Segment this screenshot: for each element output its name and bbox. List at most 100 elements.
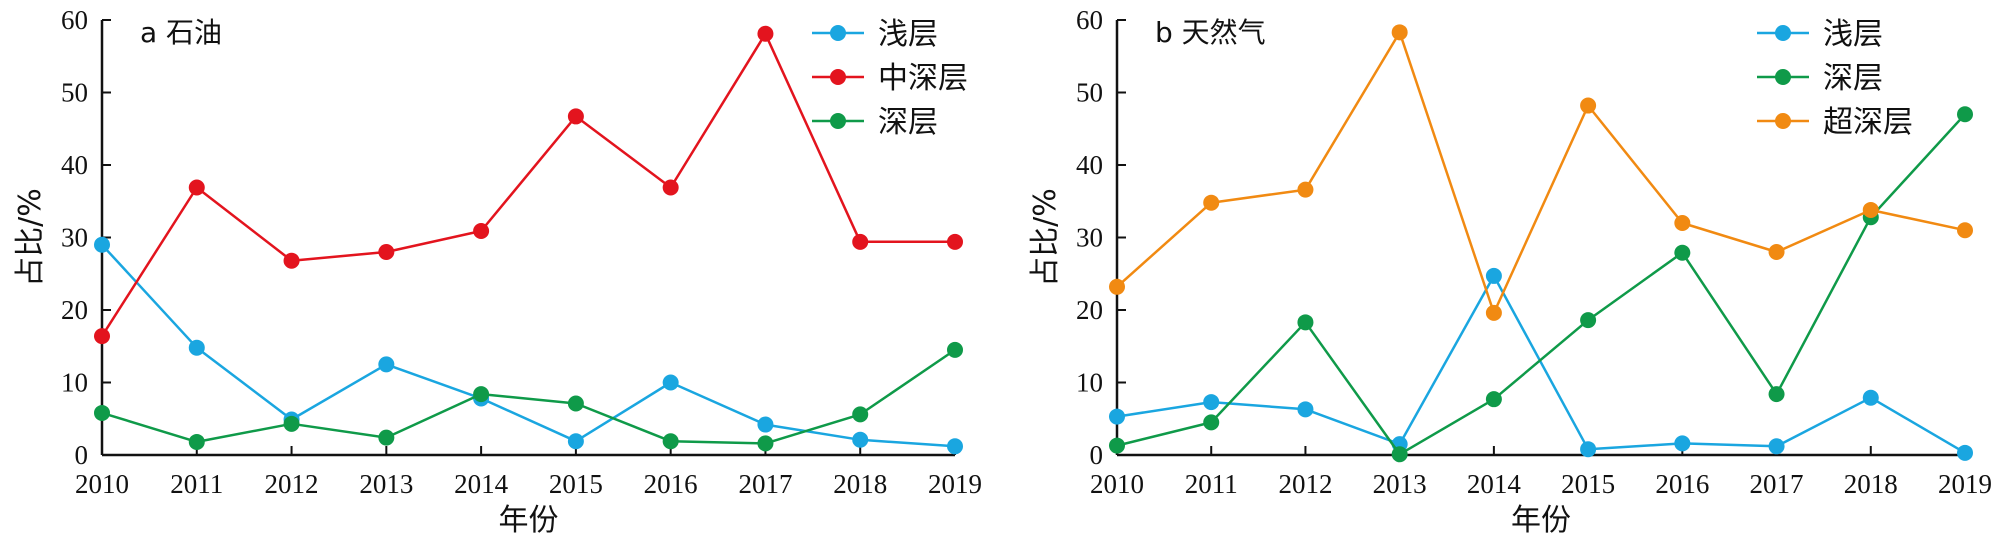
y-tick-label: 60 xyxy=(61,5,88,35)
x-tick-label: 2011 xyxy=(1185,469,1238,499)
data-point xyxy=(1109,437,1125,454)
data-point xyxy=(1674,435,1691,452)
data-point xyxy=(1297,401,1314,418)
data-point xyxy=(1297,314,1314,331)
data-point xyxy=(378,356,395,373)
data-point xyxy=(1203,414,1220,431)
y-tick-label: 30 xyxy=(1076,223,1103,253)
x-tick-label: 2013 xyxy=(1373,469,1427,499)
y-tick-label: 10 xyxy=(1076,368,1103,398)
x-tick-label: 2016 xyxy=(1655,469,1709,499)
data-point xyxy=(1768,386,1785,403)
legend-marker xyxy=(1775,69,1791,85)
legend-marker xyxy=(1775,113,1791,129)
series-line xyxy=(1116,31,1966,315)
y-tick-label: 40 xyxy=(1076,150,1103,180)
series-line xyxy=(101,348,956,445)
data-point xyxy=(852,233,869,250)
y-tick-label: 50 xyxy=(61,78,88,108)
data-point xyxy=(1580,97,1597,114)
y-tick-label: 0 xyxy=(1090,440,1104,470)
data-point xyxy=(1485,267,1502,284)
data-point xyxy=(1768,438,1785,455)
x-tick-label: 2014 xyxy=(1467,469,1522,499)
x-tick-label: 2015 xyxy=(549,469,603,499)
data-point xyxy=(662,179,679,196)
data-point xyxy=(662,433,679,450)
y-tick-label: 20 xyxy=(1076,295,1103,325)
data-point xyxy=(1109,278,1125,295)
y-tick-label: 20 xyxy=(61,295,88,325)
data-point xyxy=(1768,244,1785,260)
x-tick-label: 2012 xyxy=(265,469,319,499)
data-point xyxy=(1674,244,1691,261)
x-axis-label: 年份 xyxy=(1511,503,1571,538)
data-point xyxy=(188,433,205,450)
legend-label: 浅层 xyxy=(878,17,938,52)
legend-marker xyxy=(1775,25,1791,41)
data-point xyxy=(1580,312,1597,329)
series-line xyxy=(100,32,955,337)
series-line xyxy=(1116,274,1966,454)
data-point xyxy=(1674,215,1691,231)
series-line xyxy=(101,243,956,448)
y-tick-label: 30 xyxy=(61,223,88,253)
legend-marker xyxy=(830,69,846,85)
data-point xyxy=(473,222,490,239)
legend-marker xyxy=(830,25,846,41)
data-point xyxy=(283,415,300,432)
x-tick-label: 2013 xyxy=(359,469,413,499)
x-tick-label: 2017 xyxy=(738,469,792,499)
data-point xyxy=(188,339,205,356)
data-point xyxy=(1862,201,1879,218)
data-point xyxy=(1957,222,1973,239)
x-tick-label: 2016 xyxy=(644,469,698,499)
data-point xyxy=(567,395,584,412)
data-point xyxy=(1957,106,1973,123)
x-tick-label: 2019 xyxy=(928,469,982,499)
panel-title: b 天然气 xyxy=(1155,16,1266,49)
data-point xyxy=(283,252,300,269)
data-point xyxy=(947,341,963,358)
data-point xyxy=(1203,394,1220,411)
legend-label: 深层 xyxy=(1823,61,1883,96)
data-point xyxy=(852,406,869,423)
data-point xyxy=(94,236,110,253)
legend-label: 浅层 xyxy=(1823,17,1883,52)
x-tick-label: 2018 xyxy=(1844,469,1898,499)
data-point xyxy=(378,429,395,446)
data-point xyxy=(1862,389,1879,406)
data-point xyxy=(1109,408,1125,425)
data-point xyxy=(1297,181,1314,198)
x-tick-label: 2015 xyxy=(1561,469,1615,499)
y-tick-label: 50 xyxy=(1076,78,1103,108)
data-point xyxy=(757,416,774,433)
data-point xyxy=(94,404,110,421)
data-point xyxy=(1485,304,1502,321)
legend-label: 超深层 xyxy=(1823,105,1913,140)
y-axis-label: 占比/% xyxy=(13,188,48,287)
x-tick-label: 2019 xyxy=(1938,469,1992,499)
data-point xyxy=(1391,24,1408,41)
x-tick-label: 2011 xyxy=(170,469,223,499)
data-point xyxy=(947,438,963,455)
y-tick-label: 40 xyxy=(61,150,88,180)
data-point xyxy=(1391,446,1408,463)
x-tick-label: 2014 xyxy=(454,469,509,499)
data-point xyxy=(662,374,679,391)
x-tick-label: 2012 xyxy=(1278,469,1332,499)
data-point xyxy=(1203,194,1220,211)
panel-title: a 石油 xyxy=(140,16,222,49)
data-point xyxy=(947,233,963,250)
x-tick-label: 2010 xyxy=(1090,469,1144,499)
data-point xyxy=(567,108,584,125)
legend-label: 深层 xyxy=(878,105,938,140)
data-point xyxy=(188,179,205,196)
x-tick-label: 2018 xyxy=(833,469,887,499)
legend-label: 中深层 xyxy=(878,61,968,96)
y-tick-label: 10 xyxy=(61,368,88,398)
data-point xyxy=(852,431,869,448)
data-point xyxy=(1580,441,1597,458)
data-point xyxy=(757,435,774,452)
